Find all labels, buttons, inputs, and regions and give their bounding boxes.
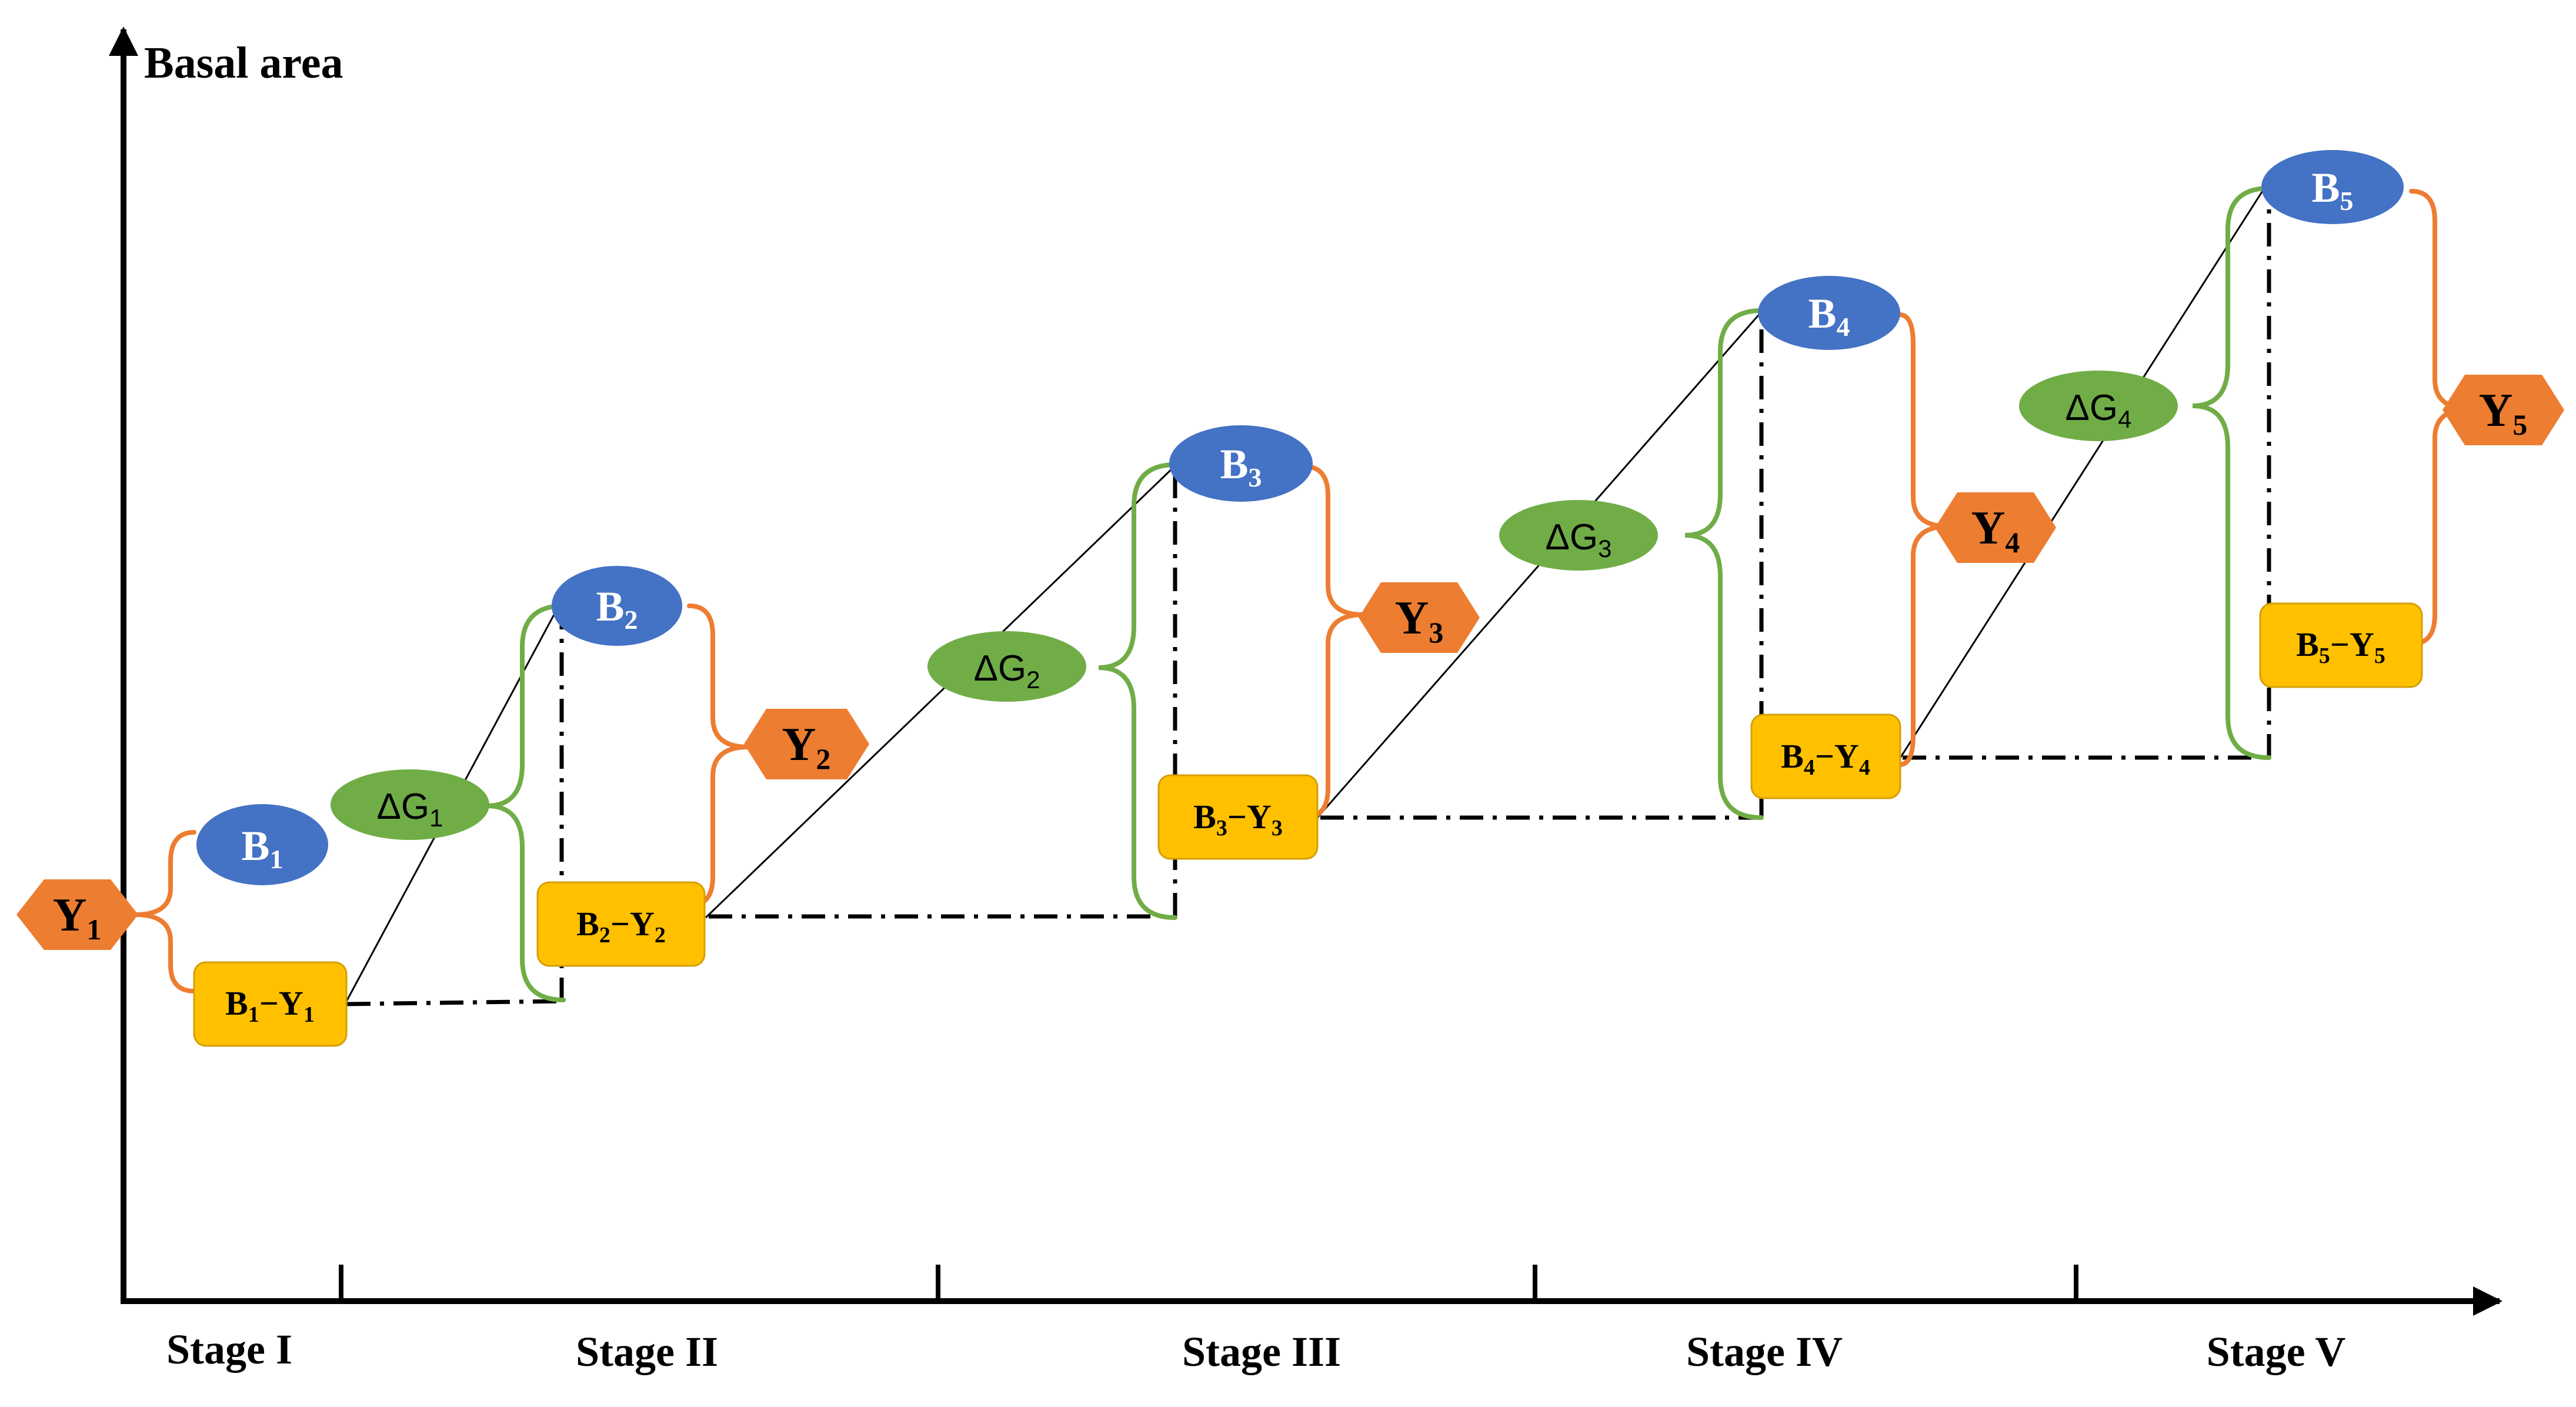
brace-y4 [1897, 312, 1949, 767]
svg-text:ΔG2: ΔG2 [974, 648, 1040, 694]
b2-node: B2 [552, 566, 682, 646]
svg-text:ΔG1: ΔG1 [377, 786, 443, 832]
b3-node: B3 [1169, 425, 1313, 502]
svg-text:B2: B2 [596, 583, 638, 635]
y4-node: Y4 [1935, 492, 2056, 563]
brace-g4 [2192, 186, 2271, 760]
svg-text:B3−Y3: B3−Y3 [1193, 798, 1283, 841]
y3-node: Y3 [1359, 582, 1480, 653]
reference-lines [346, 187, 2271, 1006]
svg-text:Y5: Y5 [2479, 385, 2528, 441]
svg-text:ΔG4: ΔG4 [2066, 388, 2132, 433]
g3-node: ΔG3 [1499, 500, 1658, 571]
svg-text:Y2: Y2 [782, 719, 831, 775]
stage-label-3: Stage III [1182, 1328, 1341, 1375]
brace-y2 [687, 604, 749, 908]
by1-node: B1−Y1 [193, 961, 348, 1047]
svg-text:B3: B3 [1220, 441, 1262, 492]
orange-braces [135, 189, 2471, 993]
g4-node: ΔG4 [2019, 371, 2178, 441]
b4-node: B4 [1758, 276, 1900, 350]
svg-text:B5: B5 [2311, 164, 2353, 216]
brace-y1 [135, 830, 196, 993]
stage-label-2: Stage II [576, 1328, 718, 1375]
y2-node: Y2 [744, 709, 869, 779]
stage-label-1: Stage I [166, 1326, 292, 1373]
svg-text:B5−Y5: B5−Y5 [2296, 625, 2385, 668]
svg-text:B1−Y1: B1−Y1 [225, 984, 315, 1027]
by2-node: B2−Y2 [536, 881, 706, 967]
brace-y3 [1302, 464, 1364, 820]
svg-text:B4: B4 [1808, 290, 1850, 342]
brace-g3 [1684, 308, 1764, 820]
by5-node: B5−Y5 [2259, 602, 2423, 688]
svg-text:B2−Y2: B2−Y2 [576, 905, 666, 948]
y5-node: Y5 [2442, 375, 2564, 445]
b1-node: B1 [196, 804, 328, 885]
stage-label-5: Stage V [2207, 1328, 2346, 1375]
svg-text:Y1: Y1 [53, 889, 102, 946]
b5-node: B5 [2261, 150, 2404, 224]
g2-node: ΔG2 [927, 631, 1086, 702]
svg-text:B4−Y4: B4−Y4 [1781, 737, 1870, 780]
svg-text:Y3: Y3 [1395, 592, 1444, 649]
y-axis-label: Basal area [144, 38, 343, 88]
by4-node: B4−Y4 [1750, 713, 1901, 799]
g1-node: ΔG1 [331, 769, 489, 840]
stage-label-4: Stage IV [1686, 1328, 1843, 1375]
y1-node: Y1 [16, 879, 138, 950]
by3-node: B3−Y3 [1157, 774, 1319, 860]
svg-text:B1: B1 [241, 822, 283, 874]
svg-text:ΔG3: ΔG3 [1546, 517, 1612, 562]
svg-text:Y4: Y4 [1971, 502, 2020, 559]
brace-g2 [1098, 462, 1177, 920]
